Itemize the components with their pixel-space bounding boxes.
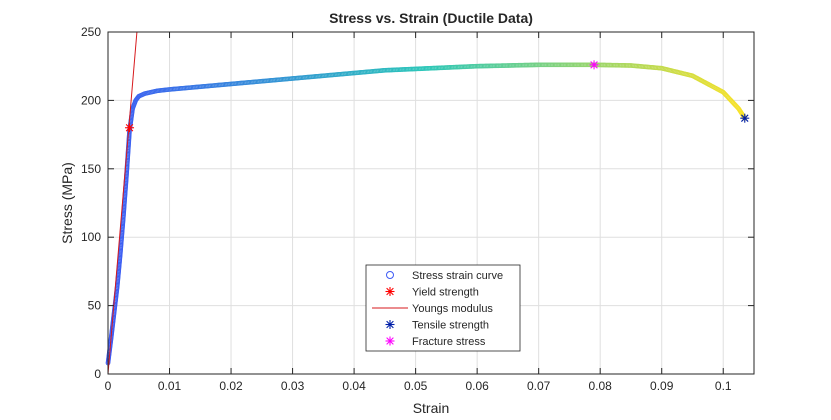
legend: Stress strain curve Yield strength Youngs … — [365, 264, 521, 352]
x-tick-label: 0 — [105, 379, 112, 393]
tensile-strength-marker — [740, 113, 750, 123]
series-layer — [105, 31, 750, 375]
legend-circle-icon — [386, 271, 394, 279]
legend-star-icon — [385, 320, 395, 329]
chart-title: Stress vs. Strain (Ductile Data) — [329, 10, 533, 26]
legend-star-icon — [385, 287, 395, 296]
x-tick-label: 0.08 — [589, 379, 613, 393]
axis-ticks — [107, 31, 754, 375]
x-tick-label: 0.03 — [281, 379, 305, 393]
x-tick-label: 0.05 — [404, 379, 428, 393]
x-tick-label: 0.02 — [219, 379, 243, 393]
legend-label: Youngs modulus — [412, 303, 493, 315]
fracture-stress-marker — [589, 60, 599, 70]
y-axis-label: Stress (MPa) — [59, 162, 75, 244]
legend-label: Yield strength — [412, 287, 479, 299]
legend-star-icon — [385, 336, 395, 346]
y-tick-label: 50 — [88, 299, 102, 313]
y-tick-label: 200 — [81, 93, 101, 107]
x-tick-label: 0.01 — [158, 379, 182, 393]
legend-label: Stress strain curve — [412, 270, 503, 282]
yield-strength-marker — [125, 123, 135, 133]
x-tick-label: 0.06 — [465, 379, 489, 393]
axes-box — [107, 31, 755, 375]
y-tick-label: 100 — [81, 230, 101, 244]
y-tick-label: 250 — [81, 25, 101, 39]
x-tick-label: 0.1 — [715, 379, 732, 393]
x-axis-label: Strain — [413, 400, 450, 416]
legend-label: Fracture stress — [412, 336, 486, 348]
x-tick-label: 0.09 — [650, 379, 674, 393]
x-tick-label: 0.07 — [527, 379, 551, 393]
y-tick-label: 150 — [81, 162, 101, 176]
x-tick-label: 0.04 — [342, 379, 366, 393]
legend-label: Tensile strength — [412, 320, 489, 332]
plot-area — [105, 31, 755, 375]
youngs-modulus-line — [107, 31, 138, 375]
y-tick-label: 0 — [94, 367, 101, 381]
